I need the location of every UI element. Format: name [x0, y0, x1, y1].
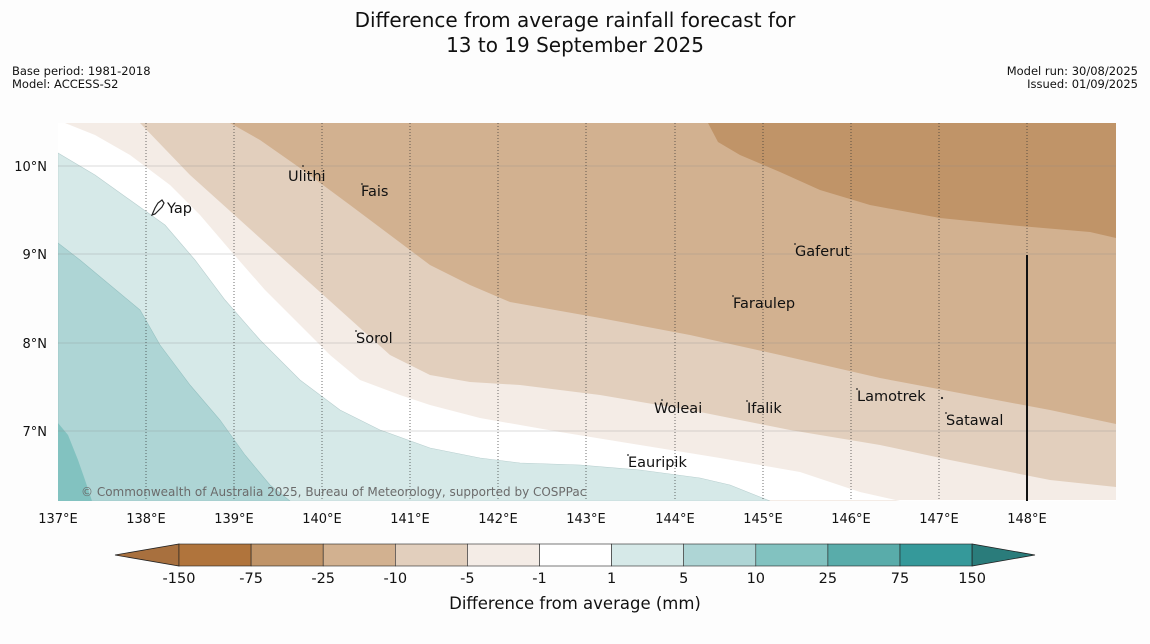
meta-left: Base period: 1981-2018 Model: ACCESS-S2	[12, 65, 151, 91]
lon-tick-label: 148°E	[1007, 512, 1047, 527]
colorbar-tick-label: 75	[891, 571, 909, 587]
place-label-ifalik: Ifalik	[747, 401, 782, 417]
colorbar-segment	[178, 543, 252, 567]
colorbar-segment	[683, 543, 757, 567]
lon-tick-label: 143°E	[566, 512, 606, 527]
colorbar-title: Difference from average (mm)	[449, 594, 701, 613]
contour-10-to-25	[58, 423, 92, 501]
colorbar-segment	[827, 543, 901, 567]
place-label-faraulep: Faraulep	[733, 296, 795, 312]
colorbar-segment	[755, 543, 829, 567]
lon-tick-label: 147°E	[919, 512, 959, 527]
colorbar-tick-label: 25	[819, 571, 837, 587]
lon-tick-label: 146°E	[831, 512, 871, 527]
colorbar-tick-label: 150	[958, 571, 986, 587]
place-label-satawal: Satawal	[946, 413, 1003, 429]
yap-island-shape	[150, 199, 165, 216]
colorbar-segment	[899, 543, 973, 567]
colorbar-tick-label: -1	[532, 571, 546, 587]
colorbar-segment	[611, 543, 684, 567]
rainfall-contours	[58, 123, 1116, 501]
copyright-text: © Commonwealth of Australia 2025, Bureau…	[81, 485, 586, 499]
lon-tick-label: 138°E	[126, 512, 166, 527]
place-label-woleai: Woleai	[654, 401, 702, 417]
place-label-gaferut: Gaferut	[795, 244, 850, 260]
colorbar-extend-low	[114, 543, 180, 567]
contour-minus75-to-minus25	[708, 123, 1116, 238]
place-label-ulithi: Ulithi	[288, 169, 326, 185]
lon-tick-labels: 137°E 138°E 139°E 140°E 141°E 142°E 143°…	[38, 512, 1047, 527]
lat-tick-label: 10°N	[14, 160, 47, 175]
title-line-1: Difference from average rainfall forecas…	[354, 8, 796, 32]
colorbar-tick-label: 10	[747, 571, 765, 587]
colorbar-segment	[467, 543, 540, 567]
model-name: Model: ACCESS-S2	[12, 77, 119, 91]
colorbar-segment	[539, 543, 612, 567]
lon-tick-label: 141°E	[390, 512, 430, 527]
issued-date: Issued: 01/09/2025	[1027, 77, 1138, 91]
colorbar-tick-label: -150	[163, 571, 196, 587]
colorbar-segment	[322, 543, 396, 567]
lon-tick-label: 139°E	[214, 512, 254, 527]
lat-tick-label: 8°N	[23, 337, 48, 352]
contour-1-to-5	[58, 152, 771, 501]
contour-5-to-10	[58, 242, 291, 501]
colorbar-segment	[394, 543, 468, 567]
place-labels: Yap Ulithi Fais Gaferut Faraulep Sorol L…	[166, 169, 1003, 471]
place-label-eauripik: Eauripik	[628, 455, 687, 471]
lon-tick-label: 137°E	[38, 512, 78, 527]
place-label-lamotrek: Lamotrek	[857, 389, 926, 405]
place-label-fais: Fais	[361, 184, 388, 200]
lon-tick-label: 142°E	[478, 512, 518, 527]
colorbar-extend-high	[971, 543, 1036, 567]
colorbar: -150 -75 -25 -10 -5 -1 1 5 10 25 75 150	[114, 543, 1036, 587]
title-line-2: 13 to 19 September 2025	[446, 33, 704, 57]
colorbar-tick-label: -5	[460, 571, 474, 587]
colorbar-tick-label: -75	[239, 571, 263, 587]
lat-tick-label: 9°N	[23, 248, 48, 263]
colorbar-tick-label: 1	[607, 571, 616, 587]
meta-right: Model run: 30/08/2025 Issued: 01/09/2025	[1007, 65, 1138, 91]
lon-tick-label: 140°E	[302, 512, 342, 527]
lon-tick-label: 145°E	[743, 512, 783, 527]
model-run: Model run: 30/08/2025	[1006, 64, 1138, 78]
base-period: Base period: 1981-2018	[12, 64, 151, 78]
place-label-yap: Yap	[166, 201, 192, 217]
lat-tick-label: 7°N	[23, 425, 48, 440]
place-markers	[302, 165, 947, 456]
map-title: Difference from average rainfall forecas…	[0, 8, 1150, 58]
colorbar-tick-label: -10	[383, 571, 407, 587]
colorbar-segment	[250, 543, 324, 567]
colorbar-tick-label: -25	[311, 571, 335, 587]
lon-tick-label: 144°E	[655, 512, 695, 527]
lat-tick-labels: 10°N 9°N 8°N 7°N	[14, 160, 47, 440]
place-label-sorol: Sorol	[356, 331, 393, 347]
colorbar-tick-label: 5	[679, 571, 688, 587]
